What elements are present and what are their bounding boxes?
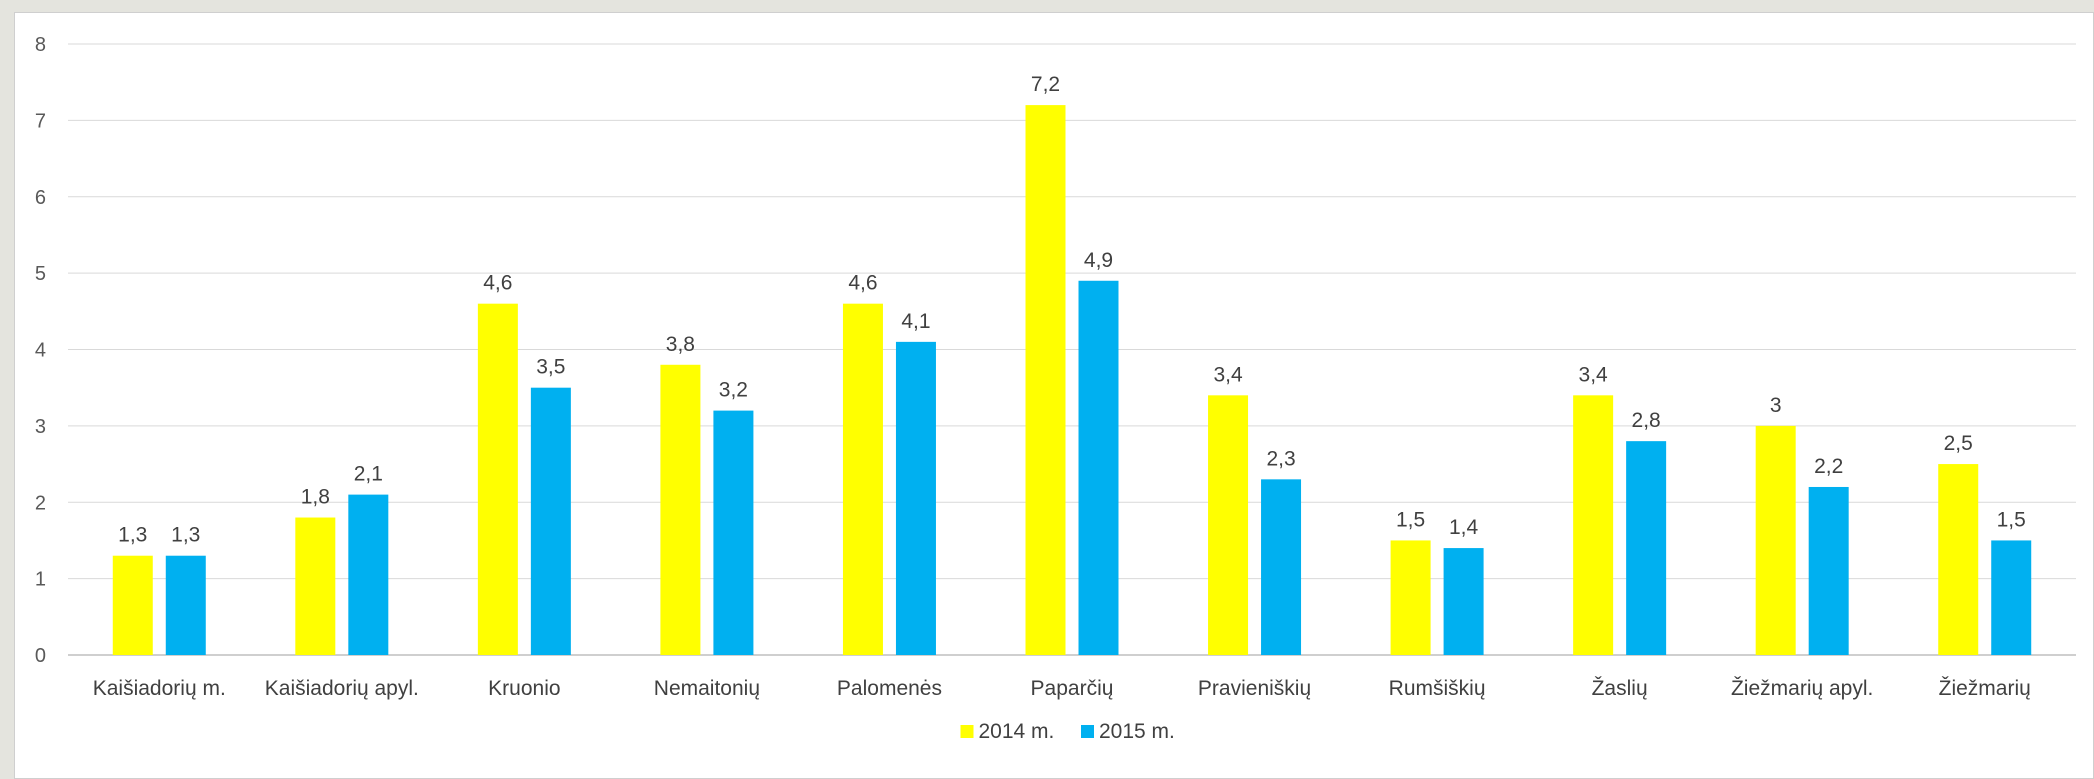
bar <box>165 555 206 655</box>
bar <box>477 303 518 655</box>
y-tick-label: 2 <box>35 492 46 514</box>
data-label: 4,9 <box>1084 249 1113 272</box>
y-tick-label: 4 <box>35 340 46 362</box>
data-label: 1,4 <box>1449 516 1479 539</box>
bar <box>1755 425 1796 655</box>
bar <box>713 410 754 655</box>
category-label: Žiežmarių apyl. <box>1731 677 1873 700</box>
bar <box>1390 540 1431 655</box>
y-tick-label: 3 <box>35 416 46 438</box>
y-tick-label: 0 <box>35 645 46 667</box>
data-label: 2,8 <box>1632 409 1661 432</box>
bar <box>660 364 701 655</box>
legend-label: 2014 m. <box>979 720 1055 743</box>
data-label: 1,3 <box>171 524 200 547</box>
category-label: Kaišiadorių m. <box>93 677 226 700</box>
bar <box>1443 548 1484 655</box>
y-tick-label: 8 <box>35 34 46 56</box>
legend-swatch <box>960 725 974 738</box>
data-label: 2,2 <box>1814 455 1843 478</box>
bar <box>1626 441 1667 655</box>
bar <box>895 341 936 655</box>
bar <box>348 494 389 655</box>
category-label: Nemaitonių <box>654 677 760 700</box>
category-label: Paparčių <box>1031 677 1114 700</box>
data-label: 4,6 <box>848 272 877 295</box>
y-tick-label: 5 <box>35 263 46 285</box>
data-label: 2,5 <box>1944 432 1973 455</box>
data-label: 3,4 <box>1213 363 1243 386</box>
data-label: 4,1 <box>901 310 930 333</box>
bar <box>1938 464 1979 655</box>
data-label: 2,3 <box>1266 447 1295 470</box>
bar <box>112 555 153 655</box>
bar <box>295 517 336 655</box>
bar <box>1025 105 1066 656</box>
data-label: 3 <box>1770 394 1782 417</box>
category-label: Žiežmarių <box>1939 677 2031 700</box>
data-label: 4,6 <box>483 272 512 295</box>
y-tick-label: 7 <box>35 110 46 132</box>
category-label: Pravieniškių <box>1198 677 1311 700</box>
bar <box>530 387 571 655</box>
data-label: 1,5 <box>1396 508 1425 531</box>
data-label: 1,8 <box>301 486 330 509</box>
data-label: 3,4 <box>1579 363 1609 386</box>
bar <box>1208 395 1249 655</box>
legend-swatch <box>1081 725 1094 738</box>
data-label: 7,2 <box>1031 73 1060 96</box>
category-label: Palomenės <box>837 677 942 700</box>
data-label: 3,5 <box>536 356 565 379</box>
data-label: 1,3 <box>118 524 147 547</box>
bar <box>1573 395 1614 655</box>
bar <box>1261 479 1302 655</box>
data-label: 2,1 <box>354 463 383 486</box>
bar <box>842 303 883 655</box>
y-tick-label: 1 <box>35 569 46 591</box>
data-label: 1,5 <box>1997 508 2026 531</box>
data-label: 3,8 <box>666 333 695 356</box>
y-tick-label: 6 <box>35 187 46 209</box>
category-label: Žaslių <box>1592 677 1648 700</box>
bar <box>1808 486 1849 655</box>
data-label: 3,2 <box>719 379 748 402</box>
bar <box>1991 540 2032 655</box>
category-label: Rumšiškių <box>1389 677 1486 700</box>
bar <box>1078 280 1119 655</box>
legend-label: 2015 m. <box>1099 720 1175 743</box>
category-label: Kruonio <box>488 677 560 700</box>
category-label: Kaišiadorių apyl. <box>265 677 419 700</box>
